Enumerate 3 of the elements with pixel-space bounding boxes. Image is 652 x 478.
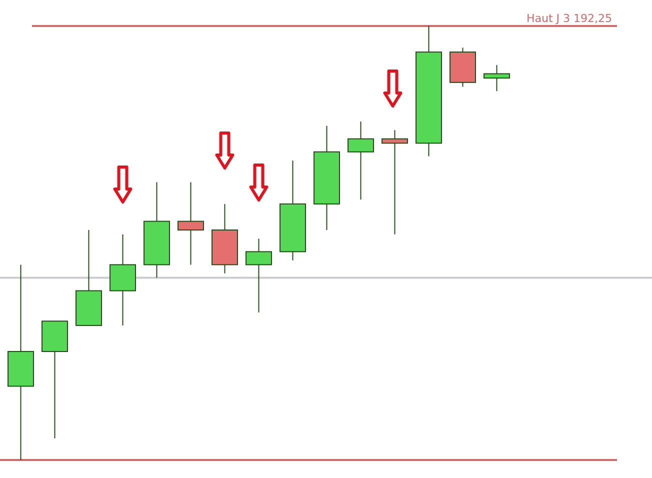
ref-line-label: Haut J 3 192,25	[526, 12, 612, 25]
candlestick	[178, 182, 204, 266]
candlestick	[382, 130, 408, 235]
